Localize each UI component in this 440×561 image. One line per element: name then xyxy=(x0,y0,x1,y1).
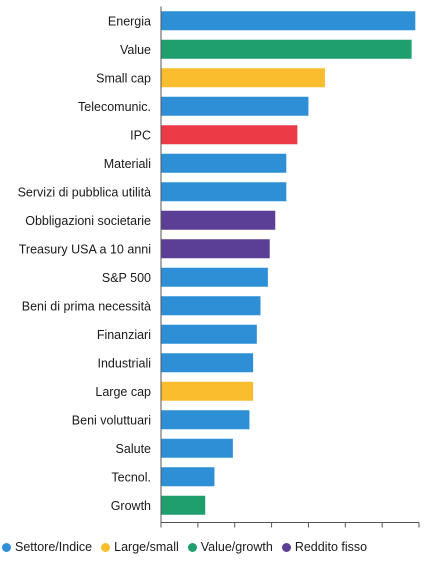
legend-label: Settore/Indice xyxy=(15,540,93,554)
legend-swatch xyxy=(281,542,291,552)
bar xyxy=(161,68,326,88)
legend-swatch xyxy=(187,542,197,552)
bar xyxy=(161,125,298,145)
category-label: Telecomunic. xyxy=(78,100,151,114)
legend: Settore/Indice Large/small Value/growth Red… xyxy=(2,538,438,556)
category-label: Materiali xyxy=(104,157,151,171)
category-label: Treasury USA a 10 anni xyxy=(19,242,151,256)
bar xyxy=(161,153,287,173)
category-label: Energia xyxy=(108,14,151,28)
category-label: Finanziari xyxy=(97,328,151,342)
legend-swatch xyxy=(2,542,11,552)
x-axis: 02468101214 xyxy=(160,6,420,528)
category-label: Small cap xyxy=(96,71,151,85)
legend-item: Large/small xyxy=(101,540,179,554)
bar xyxy=(161,39,412,59)
legend-item: Settore/Indice xyxy=(2,540,92,554)
legend-item: Reddito fisso xyxy=(281,540,368,554)
bar xyxy=(161,296,261,316)
bar xyxy=(161,239,270,259)
bar xyxy=(161,381,254,401)
category-label: Growth xyxy=(111,499,151,513)
bars-layer xyxy=(161,11,416,515)
category-label: Salute xyxy=(116,442,151,456)
category-label: Obbligazioni societarie xyxy=(25,214,151,228)
category-label: Value xyxy=(120,43,151,57)
category-label: Industriali xyxy=(98,356,152,370)
bar xyxy=(161,495,206,515)
bar xyxy=(161,353,254,373)
bar xyxy=(161,324,257,344)
bar xyxy=(161,182,287,202)
category-label: Large cap xyxy=(95,385,151,399)
bar xyxy=(161,11,416,31)
legend-swatch xyxy=(101,542,111,552)
bar xyxy=(161,467,215,487)
category-label: Servizi di pubblica utilità xyxy=(18,185,151,199)
legend-label: Large/small xyxy=(114,540,179,554)
bar xyxy=(161,438,233,458)
bar xyxy=(161,210,276,230)
category-label: IPC xyxy=(130,128,151,142)
bar xyxy=(161,267,268,287)
category-label: S&P 500 xyxy=(102,271,151,285)
category-label: Tecnol. xyxy=(111,470,151,484)
bar xyxy=(161,410,250,430)
legend-item: Value/growth xyxy=(187,540,273,554)
category-label: Beni di prima necessità xyxy=(22,299,151,313)
category-label: Beni voluttuari xyxy=(72,413,151,427)
category-labels: Energia Value Small cap Telecomunic. IPC Mate… xyxy=(18,14,151,513)
bar-chart: Energia Value Small cap Telecomunic. IPC Mate… xyxy=(18,6,420,528)
legend-label: Reddito fisso xyxy=(294,540,368,554)
bar xyxy=(161,96,309,116)
legend-label: Value/growth xyxy=(200,540,273,554)
